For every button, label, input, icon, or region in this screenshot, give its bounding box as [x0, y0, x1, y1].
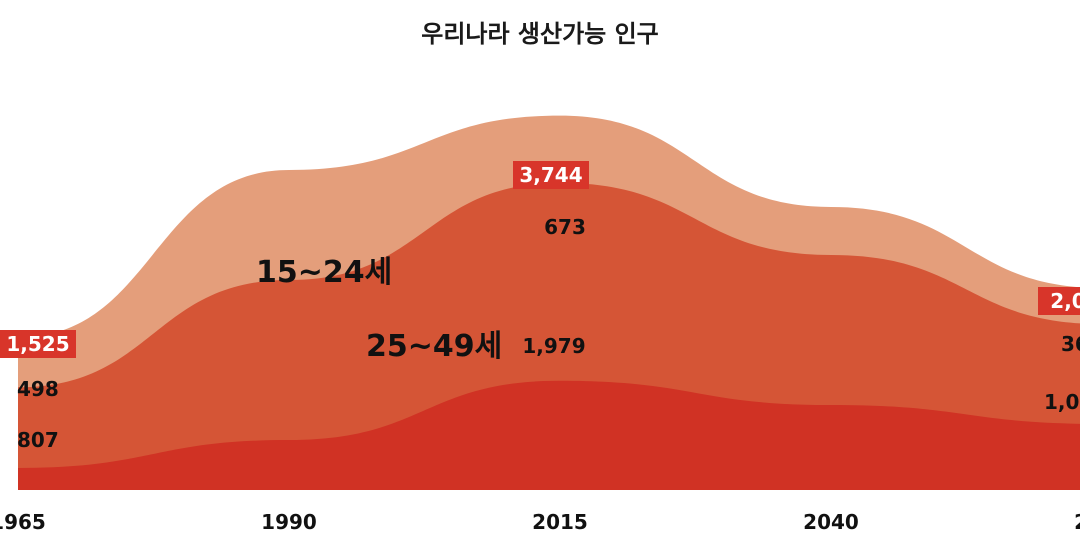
series-label: 25~49세 [366, 329, 502, 364]
chart-labels: 1,525 3,744 2,0 498 807 673 1,979 36 1,0 15~24세 25… [0, 161, 1080, 452]
x-tick-label: 1990 [261, 510, 317, 534]
area-series-0 [18, 380, 1080, 490]
data-label: 673 [544, 215, 586, 239]
x-tick-label: 1965 [0, 510, 46, 534]
x-tick-label: 2015 [532, 510, 588, 534]
total-label: 3,744 [519, 163, 582, 187]
chart-title: 우리나라 생산가능 인구 [421, 20, 659, 48]
data-label: 1,0 [1044, 390, 1079, 414]
area-layers [18, 115, 1080, 490]
total-label: 2,0 [1050, 289, 1080, 313]
data-label: 36 [1061, 332, 1080, 356]
data-label: 807 [17, 428, 59, 452]
data-label: 498 [17, 377, 59, 401]
total-badge [1038, 287, 1080, 315]
x-tick-label: 2040 [803, 510, 859, 534]
x-axis-ticks: 1965 1990 2015 2040 2065 [0, 510, 1080, 534]
total-label: 1,525 [6, 332, 69, 356]
total-badge [0, 330, 76, 358]
x-tick-label: 2065 [1074, 510, 1080, 534]
total-badge [513, 161, 589, 189]
data-label: 1,979 [522, 334, 585, 358]
series-label: 15~24세 [256, 255, 392, 290]
